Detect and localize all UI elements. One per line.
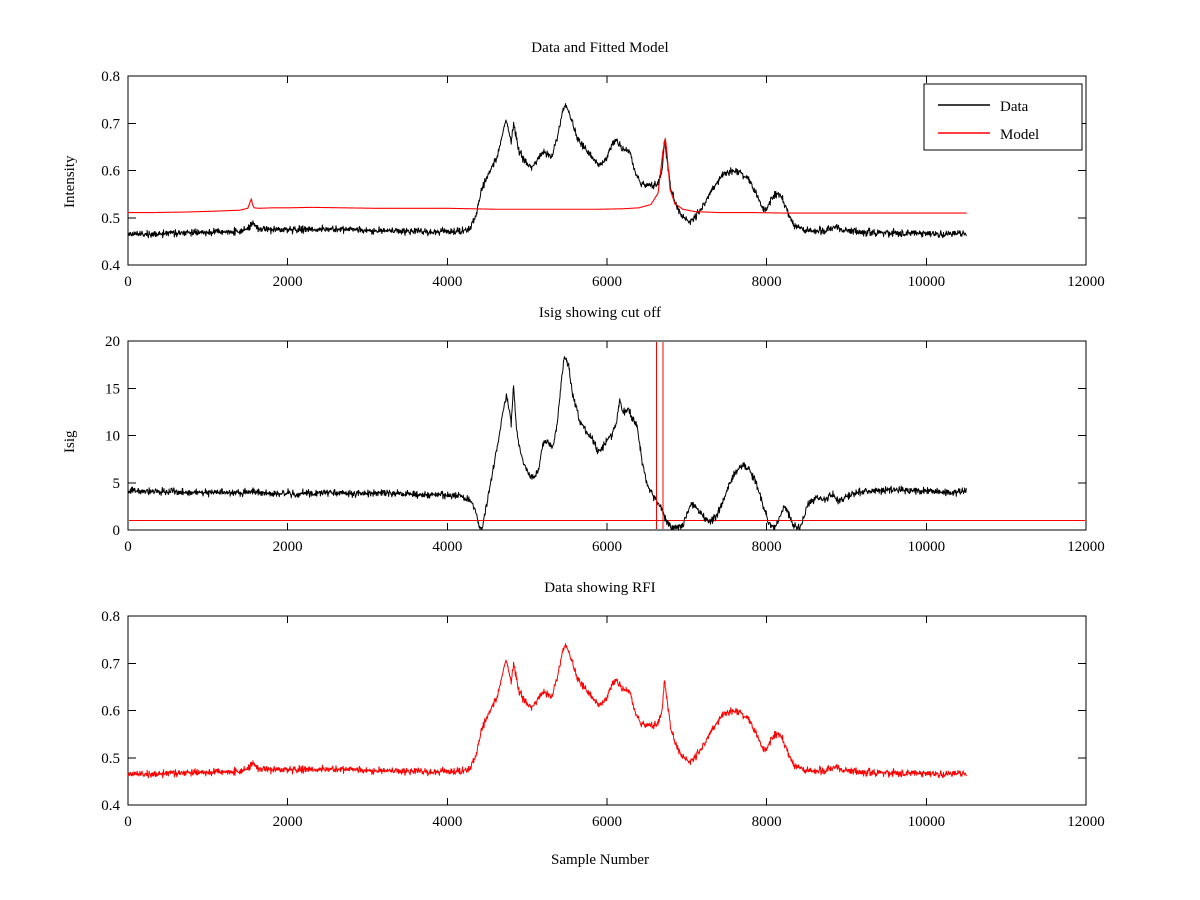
subplot-2-plot-area: 0 2000 4000 6000 8000 10000 12000 0 5 10 15 20 <box>105 334 1105 555</box>
series-trace-rfi-data <box>127 643 967 779</box>
y-tick-label: 0.7 <box>101 656 120 672</box>
subplot-1-title: Data and Fitted Model <box>531 40 669 56</box>
y-tick-label: 0.6 <box>101 164 120 180</box>
y-tick-label: 20 <box>105 334 120 350</box>
subplot-3-title: Data showing RFI <box>544 580 656 596</box>
x-tick-label: 12000 <box>1067 274 1105 290</box>
x-tick-label: 4000 <box>432 814 462 830</box>
x-tick-label: 0 <box>124 814 132 830</box>
y-tick-label: 5 <box>113 476 121 492</box>
subplot-1-plot-area: 0 2000 4000 6000 8000 10000 12000 0.4 0.5 0.6 0.7 0… <box>101 69 1105 290</box>
figure-xlabel: Sample Number <box>551 852 649 868</box>
y-tick-label: 0.5 <box>101 211 120 227</box>
x-tick-label: 4000 <box>432 539 462 555</box>
x-tick-label: 6000 <box>592 539 622 555</box>
y-tick-label: 15 <box>105 381 120 397</box>
x-tick-label: 12000 <box>1067 539 1105 555</box>
x-tick-label: 10000 <box>908 539 946 555</box>
subplot-3-plot-area: 0 2000 4000 6000 8000 10000 12000 0.4 0.5 0.6 0.7 0… <box>101 609 1105 830</box>
y-tick-label: 0.7 <box>101 116 120 132</box>
y-tick-label: 0.8 <box>101 69 120 85</box>
series-trace-data <box>127 103 967 239</box>
y-tick-label: 0.4 <box>101 798 120 814</box>
subplot-isig-showing-cut-off: Isig showing cut off Isig 0 2000 4000 6000 8… <box>0 305 1200 567</box>
x-tick-label: 2000 <box>273 814 303 830</box>
x-tick-label: 6000 <box>592 814 622 830</box>
legend-label-data: Data <box>1000 99 1029 115</box>
y-tick-label: 0.5 <box>101 751 120 767</box>
subplot-data-and-fitted-model: Data and Fitted Model Intensity 0 2000 400… <box>0 40 1200 302</box>
x-tick-label: 2000 <box>273 274 303 290</box>
y-tick-label: 10 <box>105 429 120 445</box>
y-tick-label: 0.4 <box>101 258 120 274</box>
y-tick-label: 0.8 <box>101 609 120 625</box>
y-tick-label: 0 <box>113 523 121 539</box>
series-trace-isig <box>127 356 967 531</box>
x-tick-label: 8000 <box>752 274 782 290</box>
subplot-2-title: Isig showing cut off <box>538 305 662 321</box>
x-tick-label: 8000 <box>752 814 782 830</box>
x-tick-label: 2000 <box>273 539 303 555</box>
x-tick-label: 4000 <box>432 274 462 290</box>
legend-label-model: Model <box>1000 127 1039 143</box>
x-tick-label: 0 <box>124 274 132 290</box>
axis-box <box>127 340 1087 531</box>
x-tick-label: 10000 <box>908 274 946 290</box>
x-tick-label: 0 <box>124 539 132 555</box>
series-trace-model <box>127 137 967 214</box>
x-tick-label: 10000 <box>908 814 946 830</box>
x-tick-label: 8000 <box>752 539 782 555</box>
x-tick-label: 12000 <box>1067 814 1105 830</box>
y-tick-label: 0.6 <box>101 704 120 720</box>
x-tick-label: 6000 <box>592 274 622 290</box>
subplot-data-showing-rfi: Data showing RFI 0 2000 4000 6000 8000 10000 1… <box>0 580 1200 870</box>
legend-box[interactable] <box>923 83 1083 151</box>
